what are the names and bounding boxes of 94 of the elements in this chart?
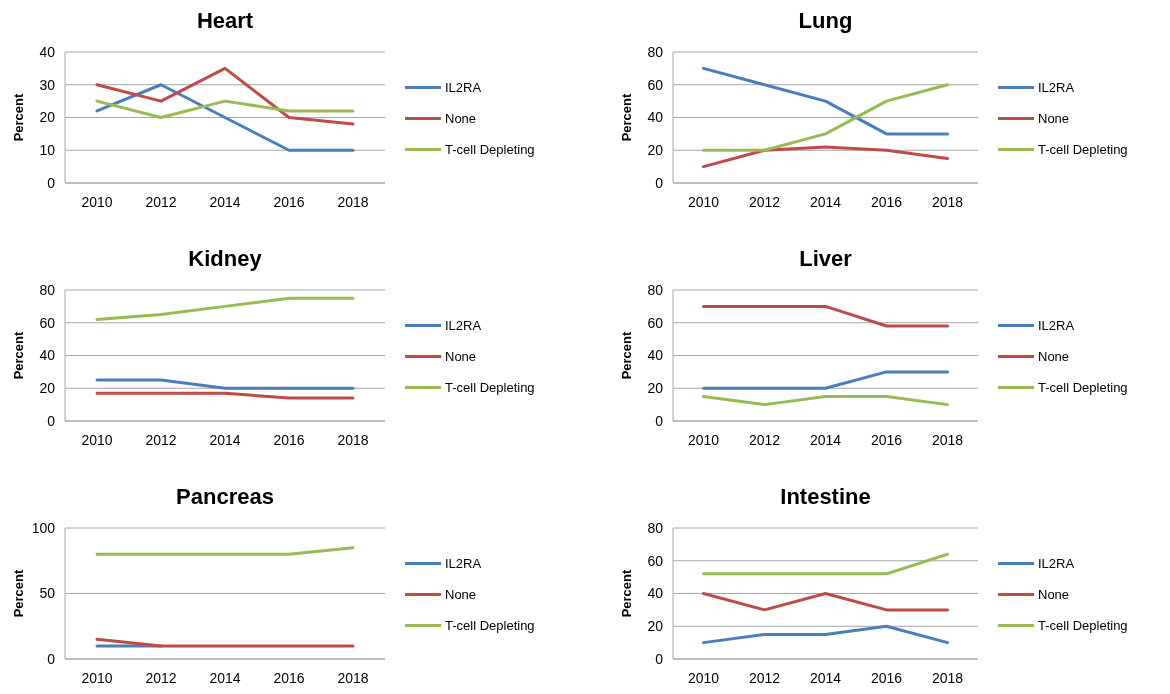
legend-label: IL2RA: [1038, 80, 1075, 96]
y-tick-label: 60: [647, 76, 664, 93]
x-tick-label: 2012: [145, 670, 177, 686]
legend-label: T-cell Depleting: [445, 380, 535, 396]
y-tick-label: 40: [647, 347, 664, 364]
x-tick-label: 2014: [809, 194, 842, 210]
y-axis-title: Percent: [11, 568, 26, 618]
line-series: [95, 66, 355, 126]
y-tick-label: 80: [647, 519, 664, 536]
x-tick-label: 2010: [687, 194, 720, 210]
legend-label: IL2RA: [1038, 556, 1075, 572]
y-tick-label: 60: [39, 314, 56, 331]
x-tick-label: 2010: [687, 432, 720, 448]
y-tick-label: 20: [647, 618, 664, 635]
legend-label: None: [1038, 587, 1070, 603]
legend-label: None: [1038, 349, 1070, 365]
x-tick-label: 2018: [337, 432, 369, 448]
line-series: [702, 66, 949, 136]
x-tick-label: 2014: [809, 670, 842, 686]
x-tick-label: 2012: [748, 670, 781, 686]
x-tick-label: 2016: [273, 432, 305, 448]
y-tick-label: 30: [39, 76, 56, 93]
x-tick-label: 2016: [870, 432, 903, 448]
y-tick-label: 0: [655, 650, 664, 667]
chart-title: Intestine: [780, 484, 871, 509]
x-tick-label: 2014: [209, 432, 241, 448]
x-tick-label: 2016: [273, 670, 305, 686]
x-tick-label: 2018: [931, 432, 964, 448]
x-tick-label: 2014: [209, 194, 241, 210]
y-tick-label: 60: [647, 314, 664, 331]
legend-label: None: [445, 349, 477, 365]
legend-label: None: [445, 587, 477, 603]
y-axis-title: Percent: [11, 330, 26, 380]
y-tick-label: 80: [647, 43, 664, 60]
y-tick-label: 40: [39, 347, 56, 364]
x-tick-label: 2010: [81, 194, 113, 210]
y-tick-label: 80: [647, 281, 664, 298]
legend-label: IL2RA: [1038, 318, 1075, 334]
y-tick-label: 40: [39, 43, 56, 60]
y-tick-label: 0: [47, 650, 56, 667]
legend-label: IL2RA: [445, 80, 482, 96]
x-tick-label: 2018: [931, 670, 964, 686]
x-tick-label: 2010: [687, 670, 720, 686]
x-tick-label: 2010: [81, 670, 113, 686]
x-tick-label: 2016: [870, 670, 903, 686]
y-tick-label: 0: [655, 412, 664, 429]
chart-title: Pancreas: [176, 484, 274, 509]
y-tick-label: 50: [39, 585, 56, 602]
x-tick-label: 2012: [145, 432, 177, 448]
chart-title: Lung: [798, 8, 853, 33]
line-series: [702, 145, 949, 169]
legend-label: T-cell Depleting: [445, 142, 535, 158]
y-tick-label: 0: [655, 174, 664, 191]
y-tick-label: 40: [647, 109, 664, 126]
y-tick-label: 40: [647, 585, 664, 602]
y-axis-title: Percent: [619, 568, 634, 618]
chart-title: Kidney: [188, 246, 263, 271]
x-tick-label: 2014: [809, 432, 842, 448]
y-axis-title: Percent: [619, 92, 634, 142]
x-tick-label: 2012: [748, 194, 781, 210]
x-tick-label: 2012: [748, 432, 781, 448]
legend-label: None: [445, 111, 477, 127]
line-series: [702, 83, 949, 152]
y-tick-label: 0: [47, 174, 56, 191]
y-tick-label: 20: [647, 142, 664, 159]
legend-label: T-cell Depleting: [445, 618, 535, 634]
legend-label: IL2RA: [445, 556, 482, 572]
legend-label: T-cell Depleting: [1038, 618, 1128, 634]
legend-label: T-cell Depleting: [1038, 142, 1128, 158]
x-tick-label: 2018: [337, 194, 369, 210]
legend-label: None: [1038, 111, 1070, 127]
y-tick-label: 80: [39, 281, 56, 298]
x-tick-label: 2018: [337, 670, 369, 686]
y-tick-label: 100: [31, 519, 56, 536]
y-tick-label: 20: [39, 380, 56, 397]
x-tick-label: 2016: [870, 194, 903, 210]
x-tick-label: 2018: [931, 194, 964, 210]
y-tick-label: 10: [39, 142, 56, 159]
y-tick-label: 60: [647, 552, 664, 569]
chart-title: Heart: [196, 8, 254, 33]
line-series: [95, 83, 355, 152]
chart-title: Liver: [799, 246, 853, 271]
x-tick-label: 2016: [273, 194, 305, 210]
y-tick-label: 0: [47, 412, 56, 429]
y-tick-label: 20: [39, 109, 56, 126]
line-series: [95, 296, 355, 321]
y-axis-title: Percent: [11, 92, 26, 142]
legend-label: T-cell Depleting: [1038, 380, 1128, 396]
x-tick-label: 2014: [209, 670, 241, 686]
y-axis-title: Percent: [619, 330, 634, 380]
x-tick-label: 2010: [81, 432, 113, 448]
x-tick-label: 2012: [145, 194, 177, 210]
legend-label: IL2RA: [445, 318, 482, 334]
y-tick-label: 20: [647, 380, 664, 397]
